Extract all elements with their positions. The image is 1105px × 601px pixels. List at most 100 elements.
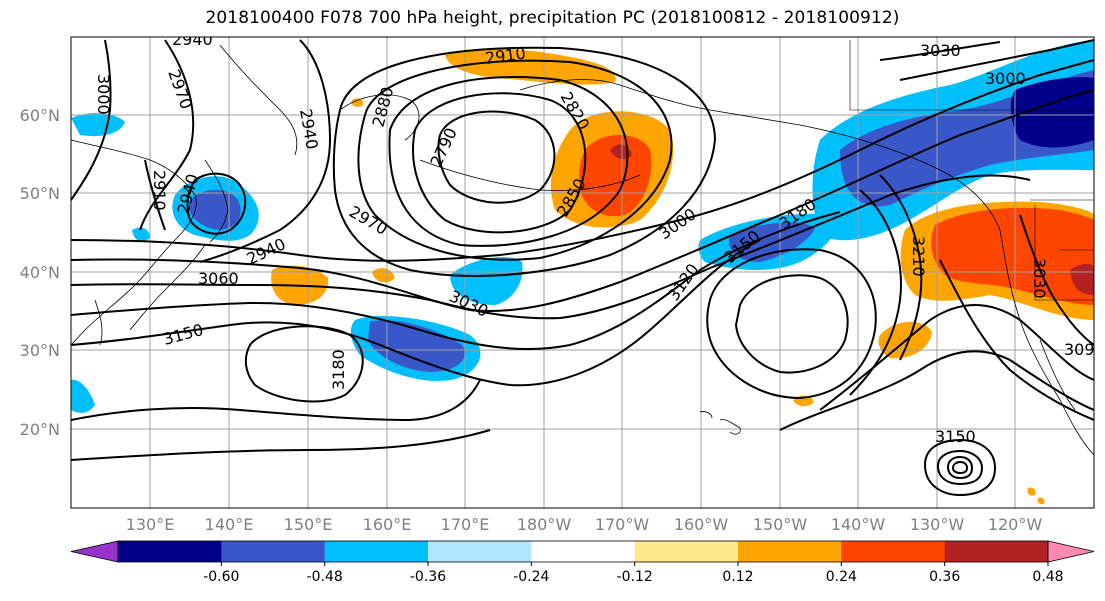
- contour-3060-belt: [71, 174, 1031, 320]
- contour-label: 3000: [94, 74, 113, 115]
- colorbar-tick-label: 0.48: [1032, 569, 1063, 585]
- contour-label: 2940: [172, 30, 213, 49]
- border-canada-alaska: [849, 40, 1094, 111]
- contour-label: 3000: [985, 69, 1026, 88]
- lon-label: 170°E: [441, 515, 490, 534]
- contour-2970: [139, 39, 195, 231]
- precip-area-navy: [1010, 77, 1094, 148]
- lon-label: 180°W: [517, 515, 572, 534]
- contour-2820: [412, 92, 587, 234]
- contour-3120-right: [779, 350, 1094, 431]
- lon-label: 170°W: [595, 515, 650, 534]
- contour-label: 3060: [198, 269, 239, 288]
- contour-3150-high: [706, 248, 877, 400]
- coastline-alaska: [519, 79, 801, 126]
- contour-2880: [357, 59, 673, 261]
- colorbar-extend-max: [1047, 540, 1095, 563]
- longitude-labels: 130°E 140°E 150°E 160°E 170°E 180°W 170°…: [126, 515, 1043, 534]
- contour-3090-right: [939, 259, 1094, 421]
- contour-3180-west: [244, 325, 364, 403]
- lon-label: 160°E: [363, 515, 412, 534]
- colorbar-tick-label: 0.24: [826, 569, 857, 585]
- contour-3030-belt: [71, 89, 1094, 312]
- colorbar-box: [841, 541, 946, 562]
- lon-label: 130°W: [910, 515, 965, 534]
- colorbar-tick-label: -0.48: [307, 569, 343, 585]
- contour-label: 3030: [920, 41, 961, 60]
- colorbar-tick-label: 0.36: [929, 569, 960, 585]
- colorbar-box: [944, 541, 1049, 562]
- colorbar-tick-label: -0.36: [410, 569, 446, 585]
- contour-3150-belt: [71, 239, 761, 387]
- contour-label: 3210: [909, 236, 928, 277]
- colorbar-box: [531, 541, 636, 562]
- map-frame: [70, 36, 1095, 509]
- contour-3210: [879, 174, 923, 361]
- contour-label: 309: [1064, 340, 1095, 359]
- coastline-hawaii: [699, 411, 741, 435]
- precip-area-blue: [132, 227, 150, 242]
- contour-3060-low: [951, 460, 969, 475]
- lon-label: 150°E: [284, 515, 333, 534]
- colorbar-extend-min: [70, 540, 119, 563]
- contour-3090-low: [946, 455, 974, 480]
- contour-2850: [388, 76, 629, 247]
- contour-label: 3180: [329, 349, 348, 390]
- colorbar-tick-label: 0.12: [722, 569, 753, 585]
- coastline-asia: [71, 139, 197, 346]
- height-contours: [71, 39, 1094, 497]
- precip-area-red: [931, 207, 1094, 305]
- contour-3030-right: [1019, 214, 1094, 346]
- precip-area-blue: [71, 379, 95, 413]
- map-title: 2018100400 F078 700 hPa height, precipit…: [205, 8, 900, 28]
- contour-3150-right: [819, 304, 1094, 411]
- lon-label: 140°W: [831, 515, 886, 534]
- coastline-namerica: [799, 124, 1094, 456]
- contour-3000: [71, 39, 112, 201]
- colorbar: -0.60 -0.48 -0.36 -0.24 -0.12 0.12 0.24 0.36 0.4…: [70, 540, 1095, 585]
- contour-label: 3030: [1030, 258, 1049, 299]
- coastline-baja: [1039, 339, 1076, 411]
- contour-3000-belt: [71, 59, 1094, 262]
- coastline-kamchatka: [219, 44, 298, 156]
- precip-area-blue: [450, 257, 523, 305]
- coastline-japan: [129, 244, 206, 331]
- precip-area-blue: [71, 113, 125, 137]
- border-us-states: [1034, 205, 1094, 301]
- contour-3150-south: [71, 429, 491, 461]
- precip-area-orange: [445, 48, 616, 85]
- lat-label: 60°N: [20, 106, 60, 125]
- colorbar-tick-label: -0.24: [513, 569, 549, 585]
- lat-label: 40°N: [20, 263, 60, 282]
- precip-area-red: [579, 135, 652, 217]
- colorbar-tick-label: -0.12: [617, 569, 653, 585]
- precip-area-orange: [1037, 497, 1045, 505]
- lon-label: 140°E: [205, 515, 254, 534]
- contour-2910: [144, 159, 166, 231]
- lon-label: 160°W: [674, 515, 729, 534]
- contour-3120-low: [936, 449, 984, 486]
- colorbar-box: [221, 541, 326, 562]
- contour-3000-ne: [899, 39, 1094, 81]
- colorbar-box: [428, 541, 532, 562]
- lat-label: 20°N: [20, 420, 60, 439]
- lat-label: 30°N: [20, 341, 60, 360]
- boundaries: [849, 40, 1094, 301]
- lon-label: 150°W: [753, 515, 808, 534]
- precip-area-darkblue: [189, 189, 241, 230]
- contour-label: 2910: [150, 170, 169, 211]
- contour-3120-belt: [71, 211, 841, 350]
- latitude-labels: 60°N 50°N 40°N 30°N 20°N: [20, 106, 60, 439]
- precip-area-darkblue: [368, 320, 465, 372]
- colorbar-box: [634, 541, 739, 562]
- contour-2790: [437, 110, 556, 204]
- contour-3030-ne: [879, 41, 1001, 61]
- lat-label: 50°N: [20, 184, 60, 203]
- contour-label: 3150: [935, 427, 976, 446]
- contour-3180-high: [734, 274, 849, 374]
- colorbar-box: [738, 541, 842, 562]
- lon-label: 120°W: [988, 515, 1043, 534]
- contour-2910: [332, 46, 717, 277]
- contour-3180-south: [71, 379, 481, 422]
